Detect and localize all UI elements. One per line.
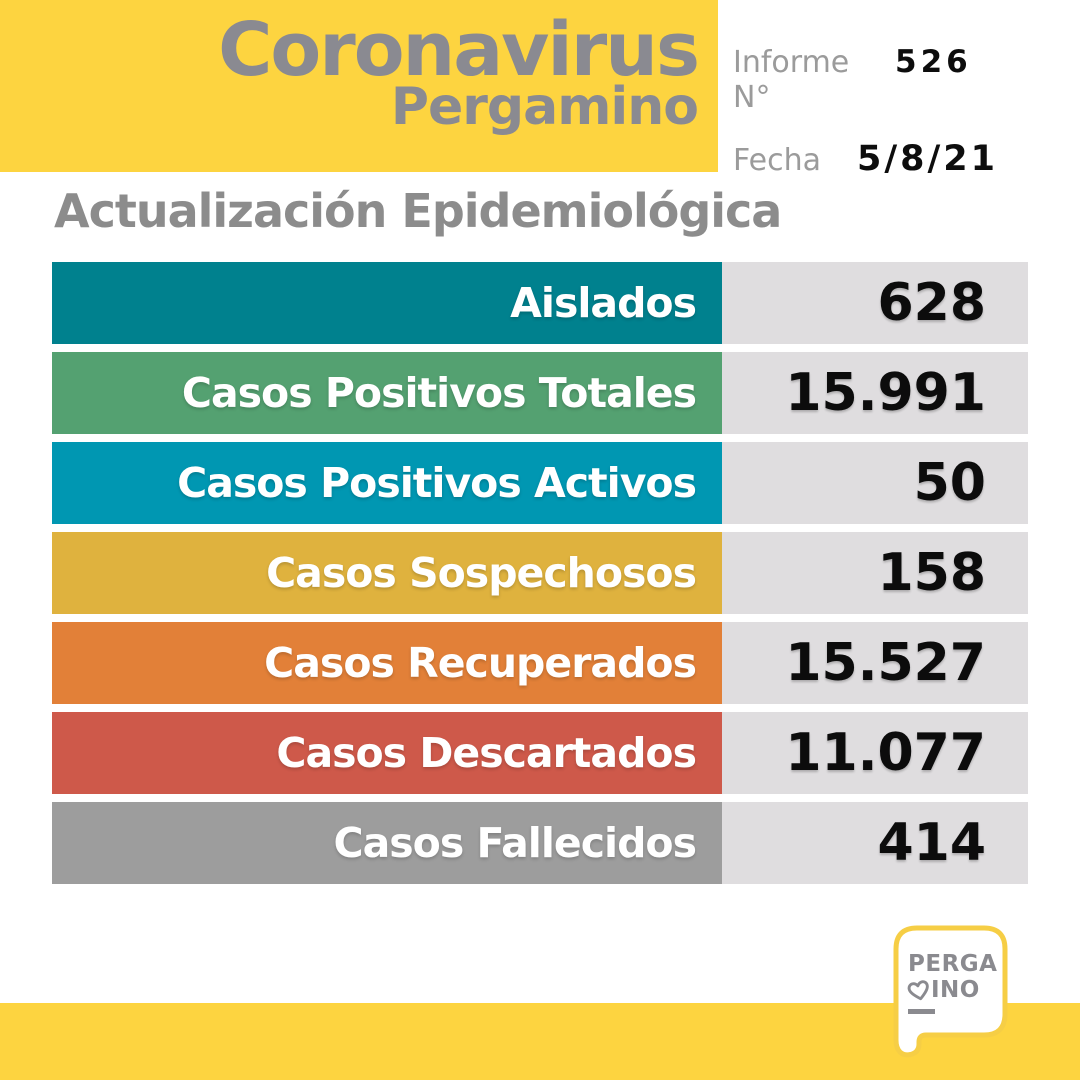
stat-value: 15.991 xyxy=(785,363,986,423)
stat-value-cell: 158 xyxy=(722,532,1028,614)
page-subtitle: Pergamino xyxy=(390,76,699,137)
title-block: Coronavirus Pergamino xyxy=(218,7,700,137)
stat-label: Aislados xyxy=(510,279,697,327)
report-number-value: 526 xyxy=(895,44,972,80)
stat-label: Casos Descartados xyxy=(276,729,697,777)
stat-row: Casos Descartados 11.077 xyxy=(52,712,1028,794)
stat-label: Casos Sospechosos xyxy=(266,549,697,597)
stat-value: 11.077 xyxy=(785,723,986,783)
logo-line1: PERGA xyxy=(908,951,998,977)
report-number-row: Informe N° 526 xyxy=(733,44,1063,115)
logo-line2-text: INO xyxy=(931,977,980,1003)
report-date-row: Fecha 5/8/21 xyxy=(733,139,1063,179)
heart-icon xyxy=(907,979,929,1000)
stat-row: Casos Sospechosos 158 xyxy=(52,532,1028,614)
stat-value: 158 xyxy=(877,543,986,603)
stat-value-cell: 11.077 xyxy=(722,712,1028,794)
stat-label-cell: Casos Sospechosos xyxy=(52,532,722,614)
report-date-value: 5/8/21 xyxy=(857,139,998,179)
pergamino-logo: PERGA INO xyxy=(893,925,1008,1058)
stat-label-cell: Casos Positivos Activos xyxy=(52,442,722,524)
stat-value: 15.527 xyxy=(785,633,986,693)
logo-line2: INO xyxy=(907,977,997,1003)
report-number-label: Informe N° xyxy=(733,45,850,115)
stat-row: Aislados 628 xyxy=(52,262,1028,344)
stat-label: Casos Positivos Activos xyxy=(177,459,697,507)
stat-value-cell: 15.991 xyxy=(722,352,1028,434)
stat-label-cell: Casos Positivos Totales xyxy=(52,352,722,434)
stat-row: Casos Positivos Activos 50 xyxy=(52,442,1028,524)
report-info: Informe N° 526 Fecha 5/8/21 xyxy=(733,44,1063,203)
page-title: Coronavirus xyxy=(218,7,700,93)
stat-value: 414 xyxy=(877,813,986,873)
stat-label-cell: Casos Fallecidos xyxy=(52,802,722,884)
stat-label-cell: Aislados xyxy=(52,262,722,344)
logo-underline xyxy=(908,1009,935,1014)
header-yellow-band: Coronavirus Pergamino xyxy=(0,0,718,172)
stat-value: 628 xyxy=(877,273,986,333)
stat-row: Casos Recuperados 15.527 xyxy=(52,622,1028,704)
stat-label: Casos Positivos Totales xyxy=(181,369,697,417)
logo-text: PERGA INO xyxy=(907,951,998,1014)
stat-label: Casos Fallecidos xyxy=(333,819,697,867)
stat-row: Casos Positivos Totales 15.991 xyxy=(52,352,1028,434)
report-date-label: Fecha xyxy=(733,143,821,178)
stat-value-cell: 414 xyxy=(722,802,1028,884)
stat-value-cell: 50 xyxy=(722,442,1028,524)
stat-value: 50 xyxy=(913,453,986,513)
stat-label: Casos Recuperados xyxy=(264,639,697,687)
stat-label-cell: Casos Recuperados xyxy=(52,622,722,704)
section-title: Actualización Epidemiológica xyxy=(54,184,782,238)
stat-label-cell: Casos Descartados xyxy=(52,712,722,794)
stat-value-cell: 628 xyxy=(722,262,1028,344)
stats-table: Aislados 628 Casos Positivos Totales 15.… xyxy=(52,262,1028,892)
stat-row: Casos Fallecidos 414 xyxy=(52,802,1028,884)
stat-value-cell: 15.527 xyxy=(722,622,1028,704)
speech-bubble-icon xyxy=(893,925,1008,1058)
